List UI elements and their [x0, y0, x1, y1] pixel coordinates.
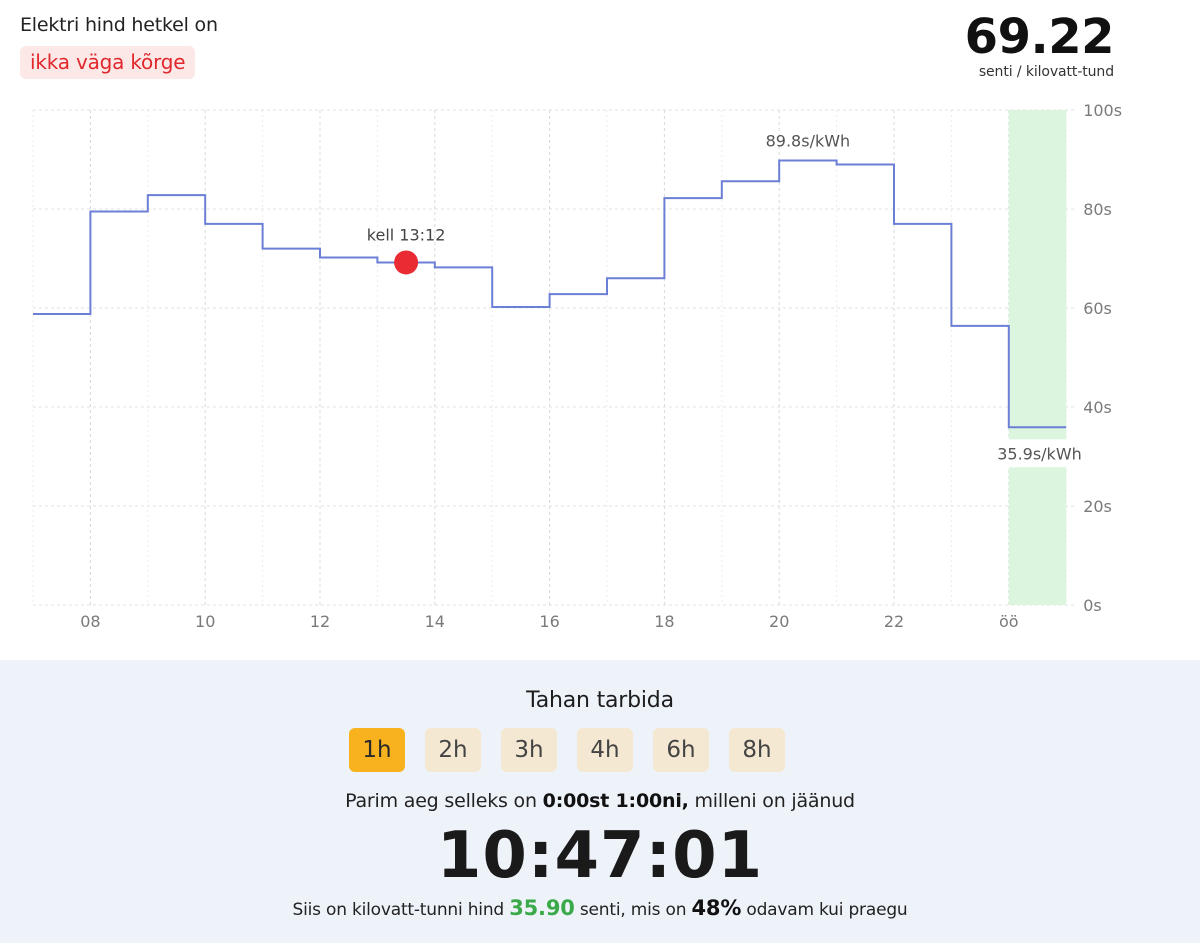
intro-text: Elektri hind hetkel on [20, 14, 218, 36]
price-chart: 0s 20s 40s 60s 80s 100s 08 10 12 14 16 18 20 22 öö ke… [32, 101, 1122, 631]
duration-button-8h[interactable]: 8h [729, 728, 785, 772]
x-tick-label: 08 [80, 612, 100, 631]
cheapest-hour-highlight [1008, 110, 1067, 605]
max-price-label: 89.8s/kWh [766, 131, 851, 150]
cheapest-hour-band [1008, 110, 1067, 605]
y-tick-label: 20s [1083, 497, 1112, 516]
x-tick-label: 20 [769, 612, 789, 631]
x-tick-label: 22 [884, 612, 904, 631]
x-tick-label: 14 [425, 612, 445, 631]
savings-percent: 48% [691, 896, 742, 920]
x-axis: 08 10 12 14 16 18 20 22 öö [80, 612, 1018, 631]
y-tick-label: 40s [1083, 398, 1112, 417]
duration-button-6h[interactable]: 6h [653, 728, 709, 772]
price-series-line [33, 159, 1067, 429]
status-badge: ikka väga kõrge [20, 46, 196, 79]
duration-selector: 1h 2h 3h 4h 6h 8h [349, 728, 785, 772]
y-tick-label: 80s [1083, 200, 1112, 219]
chart-grid [32, 109, 1077, 606]
countdown-timer: 10:47:01 [436, 819, 764, 893]
price-line [33, 159, 1067, 429]
best-time-text: Parim aeg selleks on 0:00st 1:00ni, mill… [0, 790, 1200, 812]
current-price: 69.22 senti / kilovatt-tund [964, 8, 1115, 80]
best-time-prefix: Parim aeg selleks on [345, 790, 537, 812]
y-tick-label: 60s [1083, 299, 1112, 318]
price-unit: senti / kilovatt-tund [978, 64, 1114, 80]
y-tick-label: 0s [1083, 596, 1102, 615]
x-tick-label: 16 [539, 612, 559, 631]
x-tick-label: öö [999, 612, 1019, 631]
y-axis: 0s 20s 40s 60s 80s 100s [1083, 101, 1122, 615]
current-time-label: kell 13:12 [367, 225, 446, 244]
x-tick-label: 18 [654, 612, 674, 631]
min-price-label: 35.9s/kWh [997, 444, 1082, 463]
consumption-panel: Tahan tarbida 1h 2h 3h 4h 6h 8h Parim aeg sel… [0, 660, 1200, 943]
duration-button-4h[interactable]: 4h [577, 728, 633, 772]
x-tick-label: 10 [195, 612, 215, 631]
min-price-label-bg [989, 439, 1090, 468]
duration-button-1h[interactable]: 1h [349, 728, 405, 772]
savings-suffix: odavam kui praegu [746, 900, 908, 920]
current-time-marker [394, 250, 419, 275]
chart-annotations: kell 13:12 89.8s/kWh 35.9s/kWh [367, 131, 1090, 468]
savings-middle: senti, mis on [579, 900, 687, 920]
best-time-range: 0:00st 1:00ni, [542, 790, 689, 812]
duration-button-2h[interactable]: 2h [425, 728, 481, 772]
savings-text: Siis on kilovatt-tunni hind 35.90 senti,… [0, 896, 1200, 920]
price-value: 69.22 [964, 9, 1115, 65]
duration-button-3h[interactable]: 3h [501, 728, 557, 772]
savings-prefix: Siis on kilovatt-tunni hind [292, 900, 505, 920]
current-price-intro: Elektri hind hetkel on ikka väga kõrge [20, 14, 218, 79]
x-tick-label: 12 [310, 612, 330, 631]
savings-price: 35.90 [509, 896, 575, 920]
y-tick-label: 100s [1083, 101, 1122, 120]
best-time-suffix: milleni on jäänud [694, 790, 856, 812]
panel-title: Tahan tarbida [526, 688, 674, 713]
